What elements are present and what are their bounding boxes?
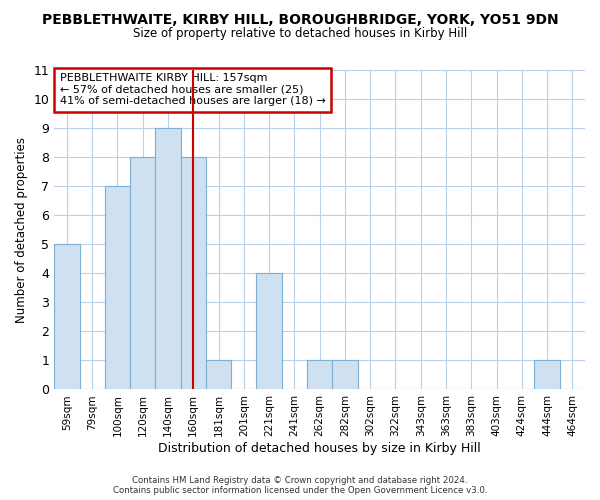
- Bar: [155, 128, 181, 390]
- Bar: [181, 157, 206, 390]
- X-axis label: Distribution of detached houses by size in Kirby Hill: Distribution of detached houses by size …: [158, 442, 481, 455]
- Bar: [307, 360, 332, 390]
- Bar: [105, 186, 130, 390]
- Bar: [332, 360, 358, 390]
- Text: Size of property relative to detached houses in Kirby Hill: Size of property relative to detached ho…: [133, 28, 467, 40]
- Bar: [256, 274, 282, 390]
- Text: Contains HM Land Registry data © Crown copyright and database right 2024.
Contai: Contains HM Land Registry data © Crown c…: [113, 476, 487, 495]
- Bar: [206, 360, 231, 390]
- Bar: [535, 360, 560, 390]
- Bar: [54, 244, 80, 390]
- Bar: [130, 157, 155, 390]
- Text: PEBBLETHWAITE KIRBY HILL: 157sqm
← 57% of detached houses are smaller (25)
41% o: PEBBLETHWAITE KIRBY HILL: 157sqm ← 57% o…: [59, 73, 325, 106]
- Text: PEBBLETHWAITE, KIRBY HILL, BOROUGHBRIDGE, YORK, YO51 9DN: PEBBLETHWAITE, KIRBY HILL, BOROUGHBRIDGE…: [41, 12, 559, 26]
- Y-axis label: Number of detached properties: Number of detached properties: [15, 136, 28, 322]
